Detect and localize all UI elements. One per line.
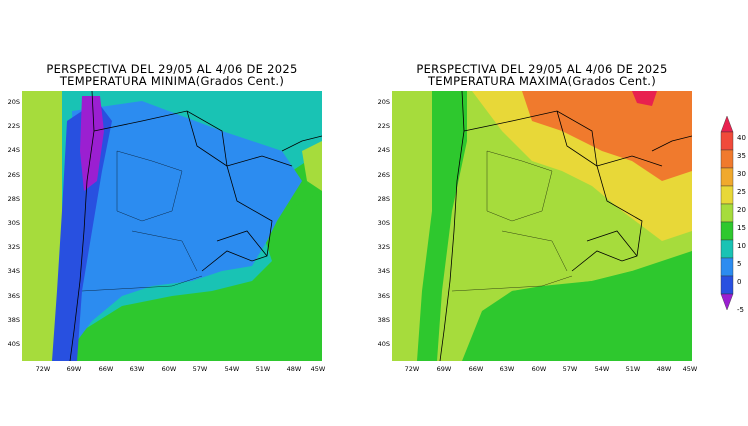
lat-label: 20S [7, 98, 20, 106]
lat-label: 40S [7, 340, 20, 348]
colorbar-swatch [720, 203, 734, 223]
map-panel-min [22, 91, 322, 361]
colorbar-swatch [720, 185, 734, 205]
lat-label: 38S [377, 316, 390, 324]
lat-label: 24S [377, 146, 390, 154]
lon-label: 57W [562, 365, 578, 373]
lon-label: 72W [35, 365, 51, 373]
map-panel-max [392, 91, 692, 361]
colorbar-label: 35 [737, 152, 746, 160]
title-min-line2: TEMPERATURA MINIMA(Grados Cent.) [59, 74, 285, 88]
colorbar-swatch-top [720, 116, 734, 133]
lon-label: 51W [625, 365, 641, 373]
lon-label: 69W [436, 365, 452, 373]
lat-label: 28S [7, 195, 20, 203]
lon-label: 45W [682, 365, 698, 373]
lat-label: 30S [7, 219, 20, 227]
lon-label: 63W [129, 365, 145, 373]
lat-label: 24S [7, 146, 20, 154]
title-max-line1: PERSPECTIVA DEL 29/05 AL 4/06 DE 2025 [416, 62, 668, 76]
lon-label: 66W [468, 365, 484, 373]
colorbar-swatch [720, 131, 734, 151]
title-min-line1: PERSPECTIVA DEL 29/05 AL 4/06 DE 2025 [46, 62, 298, 76]
lat-label: 32S [7, 243, 20, 251]
lon-label: 66W [98, 365, 114, 373]
lon-label: 54W [594, 365, 610, 373]
colorbar-swatch [720, 149, 734, 169]
colorbar-label: -5 [737, 306, 744, 314]
lat-label: 26S [377, 171, 390, 179]
lon-label: 51W [255, 365, 271, 373]
lat-label: 38S [7, 316, 20, 324]
lat-label: 40S [377, 340, 390, 348]
lon-label: 48W [656, 365, 672, 373]
lat-label: 36S [377, 292, 390, 300]
colorbar-swatch [720, 275, 734, 295]
colorbar-label: 40 [737, 134, 746, 142]
lon-label: 48W [286, 365, 302, 373]
colorbar-swatch-bottom [720, 293, 734, 311]
lon-label: 60W [531, 365, 547, 373]
lon-label: 72W [404, 365, 420, 373]
colorbar-label: 25 [737, 188, 746, 196]
colorbar-label: 30 [737, 170, 746, 178]
title-max-line2: TEMPERATURA MAXIMA(Grados Cent.) [427, 74, 657, 88]
colorbar-swatch [720, 239, 734, 259]
lon-label: 63W [499, 365, 515, 373]
lon-label: 69W [66, 365, 82, 373]
colorbar-label: 15 [737, 224, 746, 232]
colorbar-label: 10 [737, 242, 746, 250]
lat-label: 22S [7, 122, 20, 130]
title-max: PERSPECTIVA DEL 29/05 AL 4/06 DE 2025 TE… [392, 63, 692, 87]
lat-label: 34S [7, 267, 20, 275]
lat-label: 32S [377, 243, 390, 251]
lat-label: 20S [377, 98, 390, 106]
colorbar-label: 5 [737, 260, 742, 268]
lat-label: 36S [7, 292, 20, 300]
colorbar-swatch [720, 221, 734, 241]
title-min: PERSPECTIVA DEL 29/05 AL 4/06 DE 2025 TE… [22, 63, 322, 87]
lat-label: 26S [7, 171, 20, 179]
lon-label: 60W [161, 365, 177, 373]
colorbar [720, 116, 734, 311]
colorbar-swatch [720, 257, 734, 277]
lon-label: 45W [310, 365, 326, 373]
lon-label: 54W [224, 365, 240, 373]
lat-label: 30S [377, 219, 390, 227]
lat-label: 34S [377, 267, 390, 275]
lat-label: 28S [377, 195, 390, 203]
lat-label: 22S [377, 122, 390, 130]
lon-label: 57W [192, 365, 208, 373]
colorbar-swatch [720, 167, 734, 187]
colorbar-label: 20 [737, 206, 746, 214]
colorbar-label: 0 [737, 278, 742, 286]
